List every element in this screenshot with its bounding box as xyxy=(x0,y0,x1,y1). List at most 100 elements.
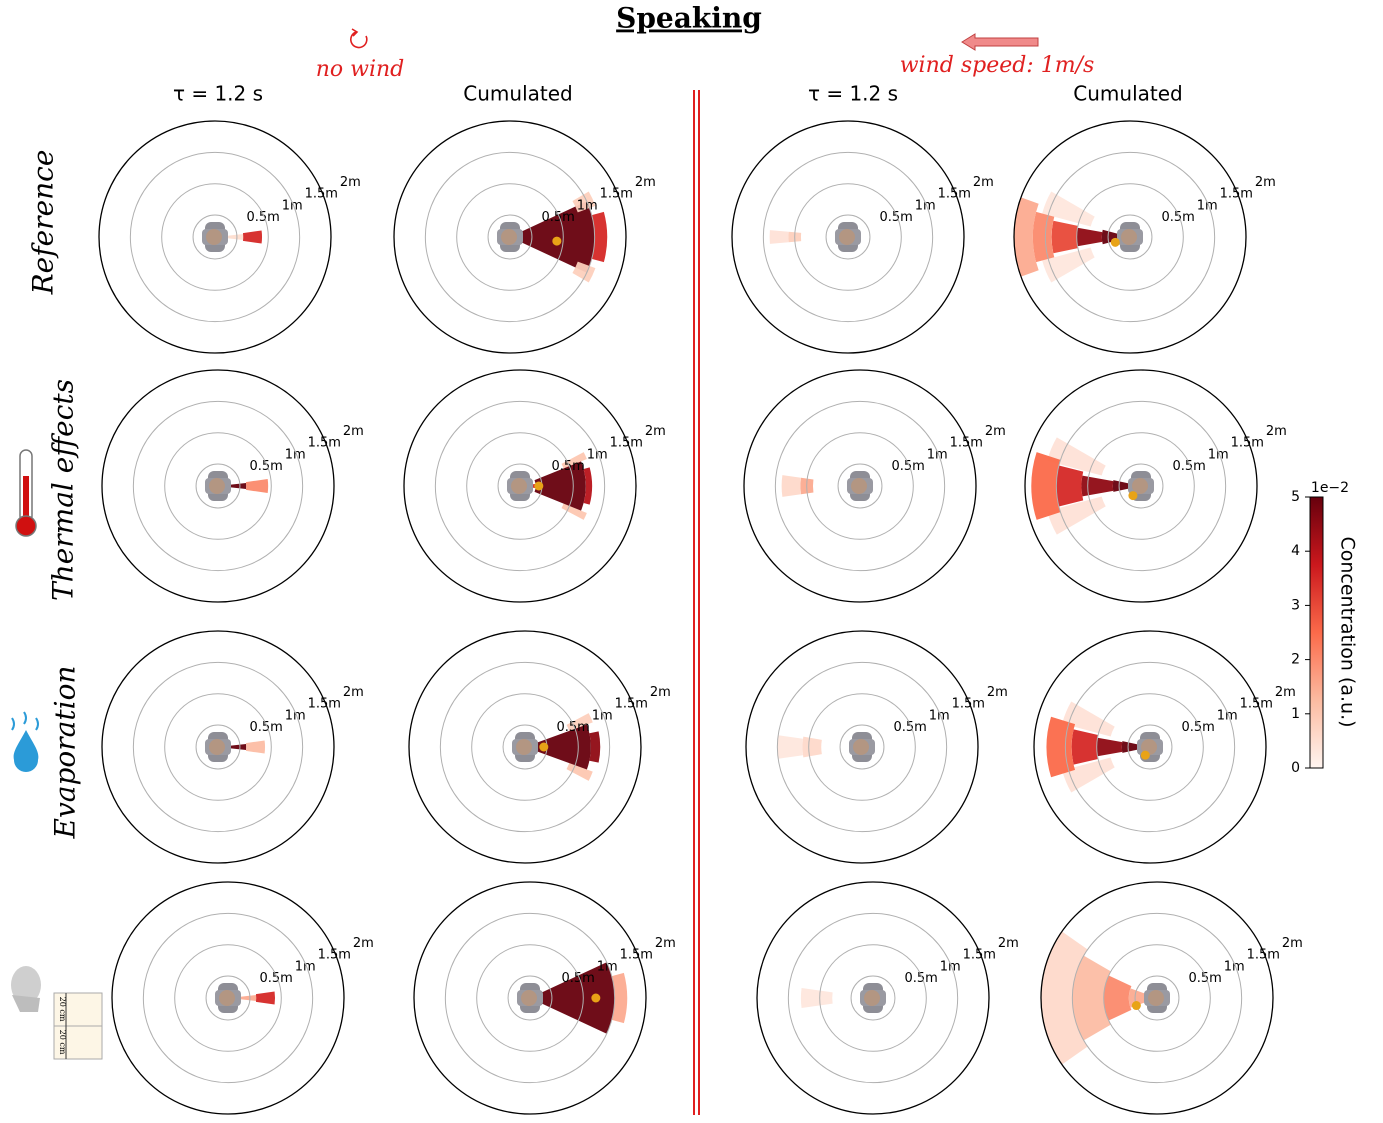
outer-ring xyxy=(101,630,335,864)
person-head xyxy=(219,990,235,1006)
r-tick-label: 2m xyxy=(1266,424,1287,439)
outer-ring xyxy=(408,630,642,864)
wedge xyxy=(566,763,593,781)
centroid xyxy=(534,481,544,491)
r-tick-label: 1.5m xyxy=(1247,948,1280,963)
grid-ring xyxy=(195,724,241,770)
wedge xyxy=(566,713,593,731)
grid-ring xyxy=(142,912,314,1084)
r-tick-label: 2m xyxy=(973,175,994,190)
grid-ring xyxy=(762,151,934,323)
r-tick-label: 2m xyxy=(650,685,671,700)
wedge xyxy=(245,479,269,493)
r-tick-label: 0.5m xyxy=(259,971,292,986)
r-tick-label: 1m xyxy=(587,447,608,462)
centroid xyxy=(1110,237,1120,247)
r-tick-label: 1m xyxy=(1197,198,1218,213)
outer-ring xyxy=(731,120,965,354)
r-tick-label: 1.5m xyxy=(938,187,971,202)
grid-ring xyxy=(174,944,282,1052)
grid-ring xyxy=(808,693,916,801)
outer-ring xyxy=(393,120,627,354)
column-label: Cumulated xyxy=(1073,82,1182,106)
grid-ring xyxy=(1127,724,1173,770)
r-tick-label: 1m xyxy=(1217,708,1238,723)
scale-label: 20 cm xyxy=(58,1030,67,1055)
person-head xyxy=(853,739,869,755)
wedge xyxy=(589,731,601,763)
wedge xyxy=(1014,197,1039,277)
condition-label: wind speed: 1m/s xyxy=(900,53,1095,78)
grid-ring xyxy=(1064,661,1236,833)
outer-ring xyxy=(745,630,979,864)
wedge xyxy=(1062,701,1115,737)
r-tick-label: 0.5m xyxy=(551,459,584,474)
grid-ring xyxy=(164,693,272,801)
wedge xyxy=(800,987,833,1009)
head-icon xyxy=(11,966,103,1060)
centroid xyxy=(591,993,601,1003)
r-tick-label: 0.5m xyxy=(1181,720,1214,735)
r-tick-label: 1m xyxy=(282,198,303,213)
r-tick-label: 0.5m xyxy=(893,720,926,735)
wedge xyxy=(591,211,608,263)
centroid xyxy=(1131,1001,1141,1011)
r-tick-label: 1m xyxy=(285,447,306,462)
r-tick-label: 1.5m xyxy=(950,436,983,451)
person-head xyxy=(206,229,222,245)
colorbar-tick-label: 0 xyxy=(1291,760,1300,776)
wedge xyxy=(1096,737,1123,757)
wedge xyxy=(1062,757,1115,793)
person-head xyxy=(864,990,880,1006)
grid-ring xyxy=(161,183,269,291)
r-tick-label: 0.5m xyxy=(879,210,912,225)
r-tick-label: 0.5m xyxy=(541,210,574,225)
colorbar-tick-label: 3 xyxy=(1291,597,1300,613)
wedge xyxy=(561,452,587,469)
r-tick-label: 1.5m xyxy=(308,697,341,712)
r-tick-label: 2m xyxy=(343,685,364,700)
person-head xyxy=(501,229,517,245)
column-label: τ = 1.2 s xyxy=(808,82,898,106)
outer-ring xyxy=(413,881,647,1115)
person-head xyxy=(1121,229,1137,245)
wedge xyxy=(512,201,595,273)
wedge xyxy=(777,735,804,759)
centroid xyxy=(539,742,549,752)
wedge xyxy=(1056,465,1084,507)
r-tick-label: 2m xyxy=(998,936,1019,951)
colorbar-tick-label: 1 xyxy=(1291,706,1300,722)
wedge xyxy=(1047,496,1106,535)
grid-ring xyxy=(424,151,596,323)
wedge xyxy=(1047,437,1106,476)
wedge xyxy=(1081,475,1114,497)
grid-ring xyxy=(205,975,251,1021)
r-tick-label: 2m xyxy=(1275,685,1296,700)
wedge xyxy=(534,461,586,511)
person-head xyxy=(516,739,532,755)
r-tick-label: 2m xyxy=(1255,175,1276,190)
grid-ring xyxy=(487,214,533,260)
grid-ring xyxy=(195,463,241,509)
r-tick-label: 1m xyxy=(577,198,598,213)
r-tick-label: 0.5m xyxy=(891,459,924,474)
r-tick-label: 0.5m xyxy=(1161,210,1194,225)
grid-ring xyxy=(1071,912,1243,1084)
wedge xyxy=(1103,975,1132,1021)
person-head xyxy=(851,478,867,494)
grid-ring xyxy=(476,944,584,1052)
r-tick-label: 1m xyxy=(940,959,961,974)
r-tick-label: 1m xyxy=(592,708,613,723)
column-label: Cumulated xyxy=(463,82,572,106)
wind-arrow xyxy=(961,33,1039,51)
outer-ring xyxy=(743,369,977,603)
person-head xyxy=(1148,990,1164,1006)
r-tick-label: 1m xyxy=(295,959,316,974)
wedge xyxy=(532,962,615,1034)
grid-ring xyxy=(1076,183,1184,291)
grid-ring xyxy=(456,183,564,291)
grid-ring xyxy=(164,432,272,540)
